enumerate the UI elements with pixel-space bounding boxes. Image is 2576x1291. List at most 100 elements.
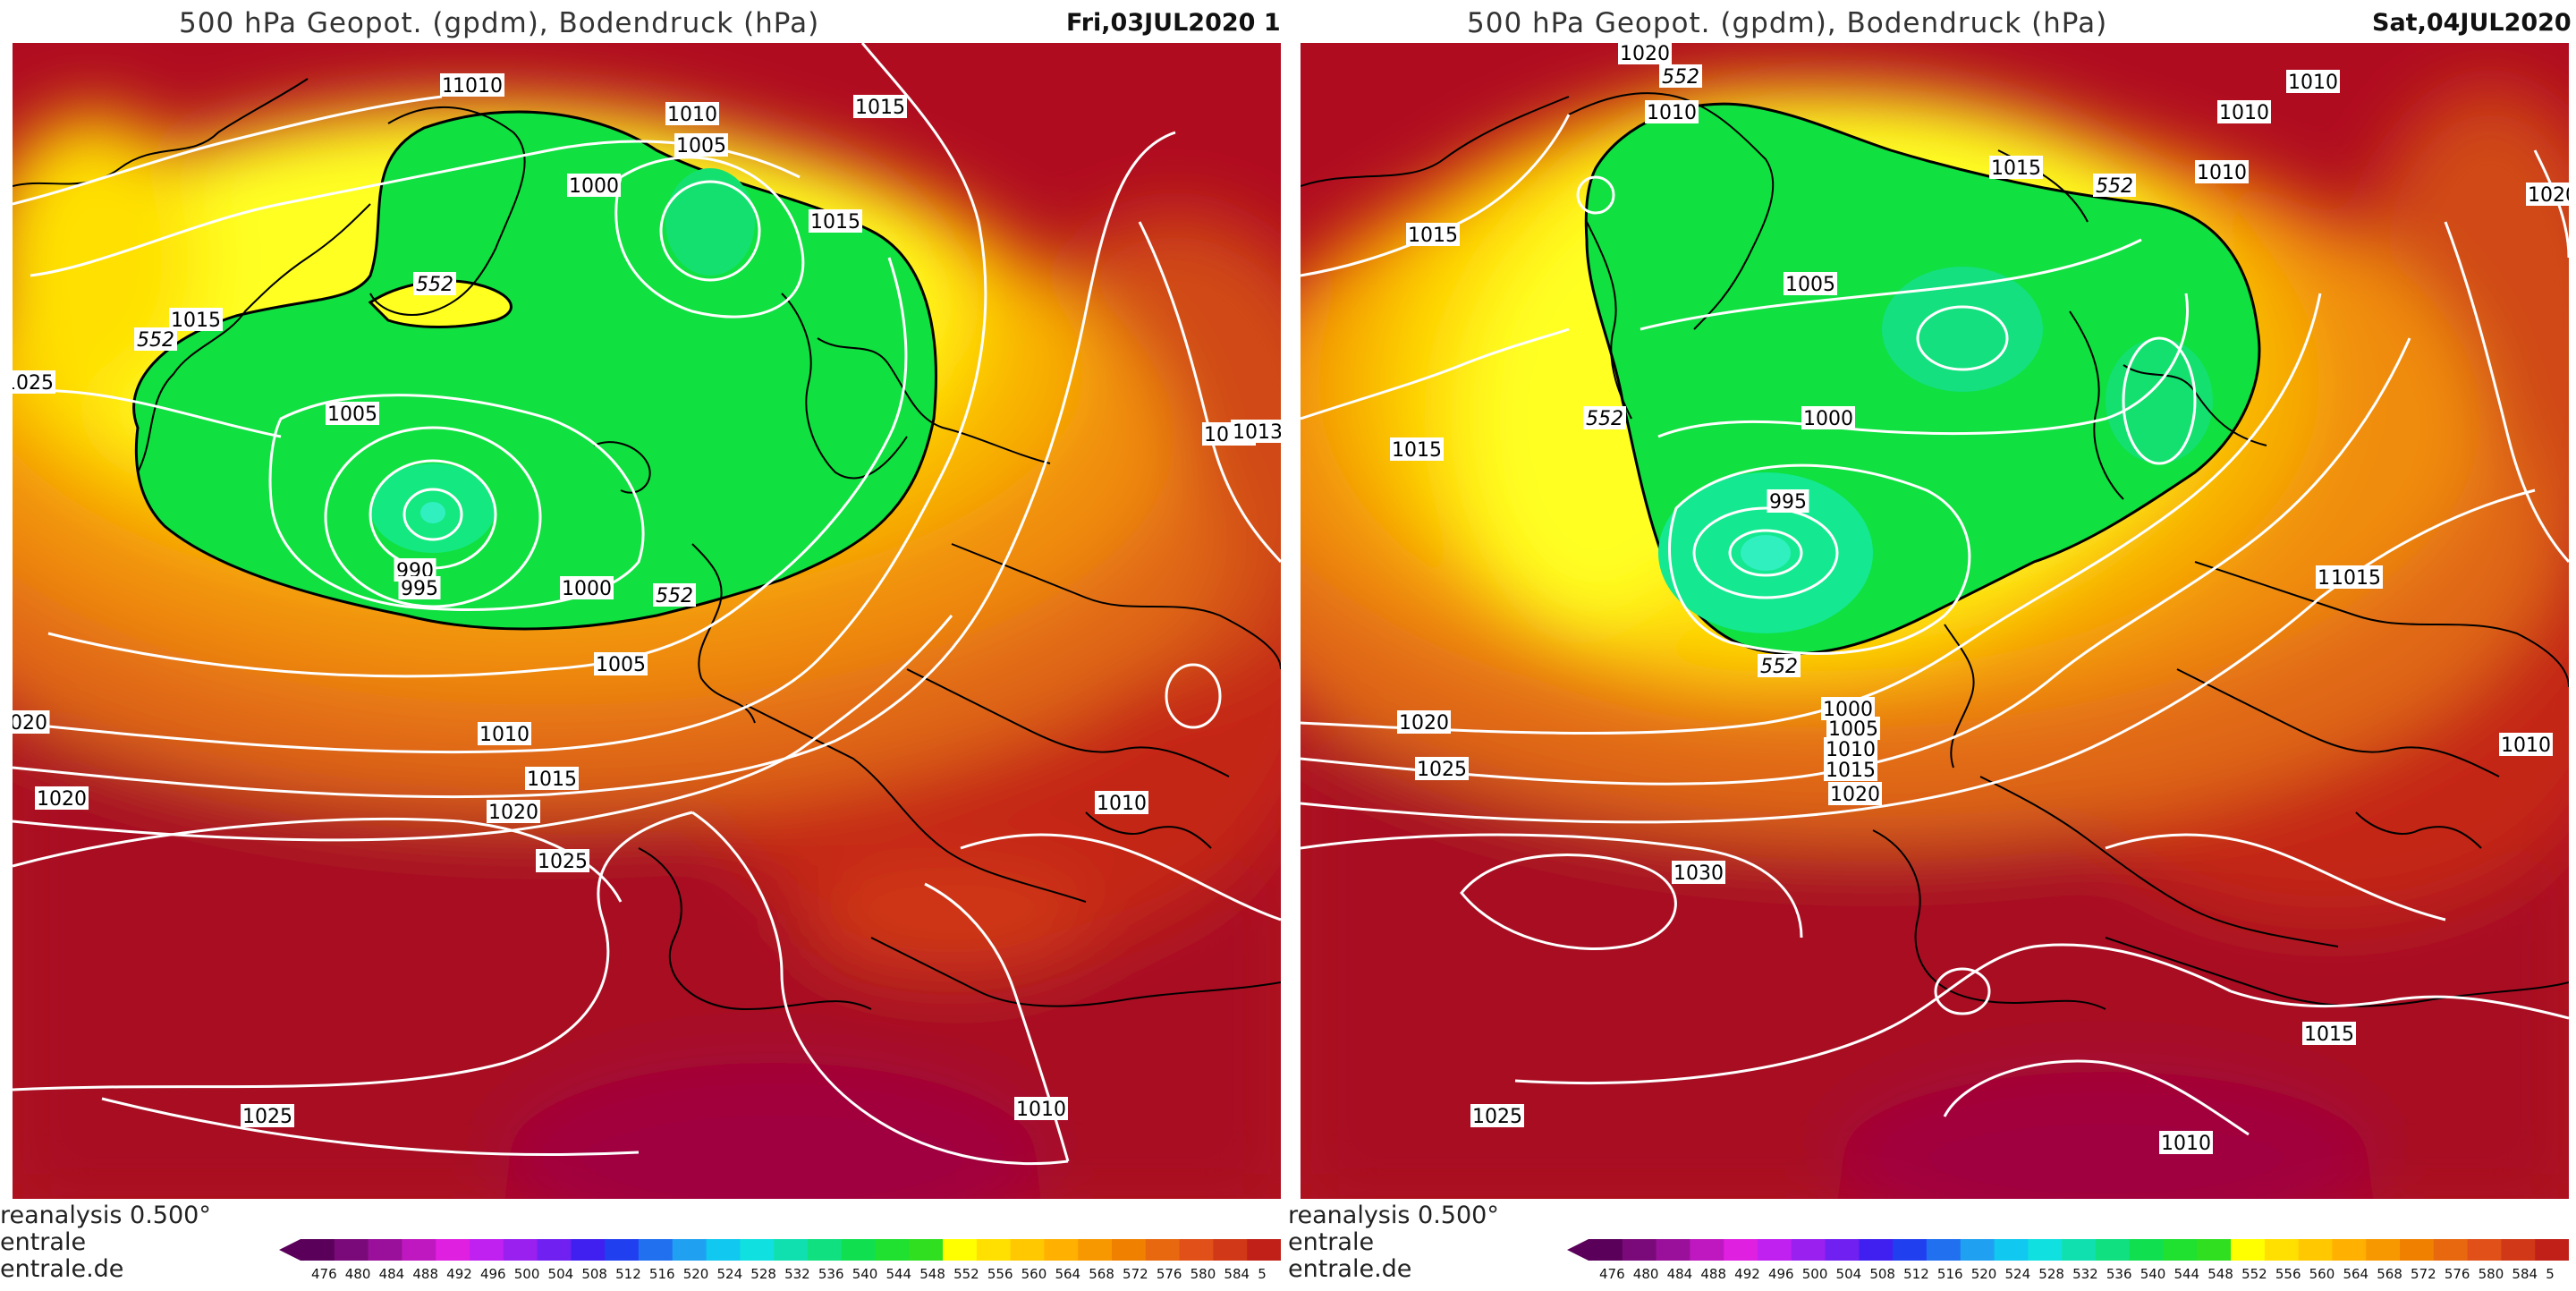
legend-tick-label: 476 — [1599, 1266, 1625, 1282]
legend-swatch — [2535, 1239, 2569, 1261]
gpdm-label: 552 — [1659, 64, 1702, 89]
legend-swatch — [1179, 1239, 1214, 1261]
legend-swatch — [469, 1239, 504, 1261]
legend-tick-label: 488 — [412, 1266, 438, 1282]
legend-tick-label: 492 — [446, 1266, 472, 1282]
legend-swatch — [1994, 1239, 2029, 1261]
legend-arrow — [279, 1239, 301, 1261]
credits: reanalysis 0.500° entrale entrale.de — [0, 1202, 211, 1283]
legend-tick-label: 580 — [1191, 1266, 1216, 1282]
legend-tick-label: 5 — [1258, 1266, 1267, 1282]
legend-tick-label: 568 — [2377, 1266, 2402, 1282]
isobar-label: 1025 — [13, 370, 55, 395]
legend-tick-label: 516 — [1937, 1266, 1963, 1282]
legend-swatch — [2264, 1239, 2300, 1261]
isobar-label: 995 — [398, 576, 441, 600]
legend-swatch — [1926, 1239, 1962, 1261]
isobar-label: 1010 — [2217, 100, 2271, 124]
legend-swatch — [1112, 1239, 1147, 1261]
legend-tick-label: 564 — [2343, 1266, 2368, 1282]
svg-text:1015: 1015 — [2331, 567, 2381, 590]
isobar-label: 1030 — [1672, 861, 1725, 885]
legend-swatch — [1078, 1239, 1113, 1261]
svg-text:1010: 1010 — [667, 104, 717, 126]
legend-swatch — [774, 1239, 809, 1261]
svg-text:1015: 1015 — [2304, 1023, 2354, 1046]
isobar-label: 1005 — [1784, 272, 1837, 296]
legend-tick-label: 504 — [1836, 1266, 1862, 1282]
svg-text:1020: 1020 — [1620, 43, 1670, 65]
legend-tick-label: 504 — [548, 1266, 574, 1282]
legend-tick-label: 584 — [2512, 1266, 2538, 1282]
legend-tick-label: 508 — [581, 1266, 607, 1282]
legend-swatch — [706, 1239, 741, 1261]
isobar-label: 1010 — [665, 102, 719, 126]
legend-swatch — [1622, 1239, 1657, 1261]
legend-tick-label: 5 — [2546, 1266, 2555, 1282]
svg-text:552: 552 — [2096, 175, 2133, 198]
svg-text:1010: 1010 — [1826, 739, 1876, 761]
legend-swatch — [2298, 1239, 2333, 1261]
map-date: Fri,03JUL2020 1 — [1066, 9, 1281, 37]
isobar-label: 1015 — [1989, 156, 2043, 180]
credits: reanalysis 0.500° entrale entrale.de — [1288, 1202, 1499, 1283]
svg-text:1013: 1013 — [1233, 421, 1281, 444]
legend-swatch — [841, 1239, 876, 1261]
legend-swatch — [334, 1239, 369, 1261]
legend-tick-label: 556 — [2275, 1266, 2301, 1282]
isobar-label: 1015 — [2302, 1022, 2356, 1046]
svg-text:1015: 1015 — [1408, 225, 1458, 247]
legend-tick-label: 524 — [717, 1266, 743, 1282]
legend-swatch — [807, 1239, 843, 1261]
legend-swatch — [537, 1239, 572, 1261]
isobar-label: 1015 — [853, 95, 907, 119]
isobar-label: 1005 — [1826, 717, 1880, 741]
svg-text:552: 552 — [416, 274, 453, 296]
legend-swatch — [2231, 1239, 2266, 1261]
credit-link[interactable]: entrale.de — [1288, 1255, 1412, 1283]
isobar-label: 1013 — [1231, 420, 1281, 444]
legend-swatch — [1859, 1239, 1894, 1261]
svg-text:1010: 1010 — [1016, 1099, 1066, 1121]
legend-tick-label: 544 — [2174, 1266, 2199, 1282]
legend-tick-label: 508 — [1869, 1266, 1895, 1282]
legend-tick-label: 540 — [2140, 1266, 2166, 1282]
isobar-label: 1010 — [2159, 1131, 2213, 1155]
map-title: 500 hPa Geopot. (gpdm), Bodendruck (hPa) — [179, 7, 820, 39]
legend-swatch — [1044, 1239, 1079, 1261]
legend-swatch — [943, 1239, 978, 1261]
isobar-label: 1010 — [2286, 70, 2340, 94]
svg-text:020: 020 — [13, 712, 47, 735]
legend-tick-label: 520 — [1971, 1266, 1997, 1282]
isobar-label: 1020 — [35, 786, 89, 811]
legend-tick-label: 552 — [953, 1266, 979, 1282]
color-legend: 476 480 484 488 492 496 500 504 508 512 516 520 524 5… — [1567, 1236, 2569, 1286]
isobar-label: 1015 — [1824, 758, 1877, 782]
credit-link[interactable]: entrale.de — [0, 1255, 124, 1283]
legend-tick-label: 532 — [784, 1266, 810, 1282]
legend-tick-label: 500 — [514, 1266, 540, 1282]
legend-swatch — [1893, 1239, 1928, 1261]
svg-text:1010: 1010 — [1647, 102, 1697, 124]
isobar-label: 1015 — [1406, 223, 1460, 247]
legend-swatch — [1724, 1239, 1758, 1261]
legend-tick-label: 560 — [1021, 1266, 1047, 1282]
coastlines — [13, 78, 1281, 1011]
isobar-label: 1010 — [478, 722, 531, 746]
legend-tick-label: 580 — [2479, 1266, 2504, 1282]
svg-text:1000: 1000 — [562, 578, 612, 600]
svg-text:1015: 1015 — [171, 310, 221, 332]
legend-tick-label: 548 — [919, 1266, 945, 1282]
legend-swatch — [1010, 1239, 1045, 1261]
svg-text:1015: 1015 — [527, 769, 577, 791]
legend-swatch — [1757, 1239, 1792, 1261]
svg-text:1010: 1010 — [453, 75, 503, 98]
isobar-label: 1015 — [169, 308, 223, 332]
legend-tick-label: 536 — [818, 1266, 844, 1282]
isobar-label: 1005 — [594, 652, 648, 676]
legend-swatch — [571, 1239, 606, 1261]
legend-swatch — [368, 1239, 402, 1261]
svg-text:995: 995 — [401, 578, 438, 600]
isobar-label: 1020 — [1397, 710, 1451, 735]
legend-swatch — [2197, 1239, 2232, 1261]
